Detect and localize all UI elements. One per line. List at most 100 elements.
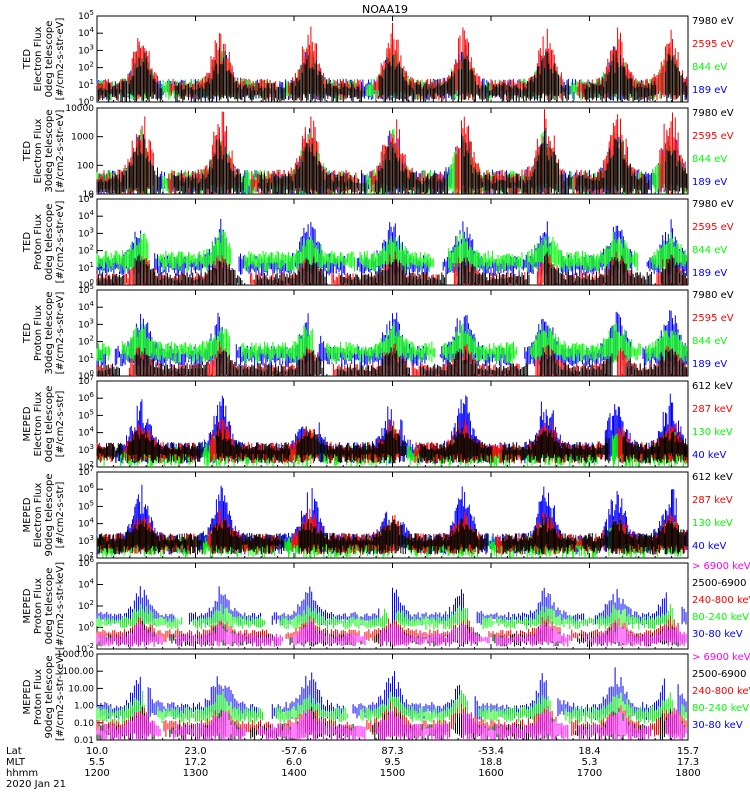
legend-entry: 189 eV <box>692 268 727 279</box>
series-trace <box>96 127 688 194</box>
footer-mlt: 5.5 <box>89 757 105 768</box>
y-axis-label: MEPED <box>22 406 33 441</box>
y-tick-label: 104 <box>78 300 94 313</box>
legend-entry: 844 eV <box>692 154 727 165</box>
y-tick-label: 104 <box>78 209 94 222</box>
y-tick-label: 0.01 <box>74 736 94 746</box>
legend-entry: 844 eV <box>692 62 727 73</box>
y-tick-label: 103 <box>78 43 94 56</box>
footer-hhmm: 1800 <box>675 768 700 779</box>
y-axis-label: MEPED <box>22 588 33 623</box>
y-tick-label: 101 <box>78 78 94 91</box>
y-tick-label: 103 <box>78 317 94 330</box>
legend-entry: 240-800 keV <box>692 595 750 606</box>
y-tick-label: 101 <box>78 261 94 274</box>
y-axis-label: [#/cm2-s-str-keV] <box>55 653 66 741</box>
y-tick-label: 1000.00 <box>57 650 94 660</box>
panels: 100 101 102 103 104 105 TED Electron Flux 0deg t… <box>22 9 750 746</box>
legend-entry: 80-240 keV <box>692 612 749 623</box>
y-tick-label: 1000 <box>71 133 94 143</box>
y-tick-label: 100 <box>77 161 94 171</box>
footer-mlt: 5.3 <box>582 757 598 768</box>
y-tick-label: 102 <box>78 61 94 74</box>
y-tick-label: 106 <box>78 482 94 495</box>
y-axis-label: Electron Flux <box>33 482 44 547</box>
y-axis-label: 90deg telescope <box>44 473 55 556</box>
legend-entry: 287 keV <box>692 495 733 506</box>
y-tick-label: 106 <box>78 391 94 404</box>
series-trace <box>96 707 687 740</box>
y-tick-label: 10.00 <box>68 684 94 694</box>
y-axis-label: TED <box>22 232 33 253</box>
legend-entry: 130 keV <box>692 518 733 529</box>
legend-entry: 2500-6900 <box>692 669 747 680</box>
date-label: 2020 Jan 21 <box>6 779 66 790</box>
legend-entry: 80-240 keV <box>692 703 749 714</box>
y-axis-label: [#/cm2-s-str] <box>55 481 66 548</box>
legend-entry: 30-80 keV <box>692 629 743 640</box>
legend-entry: 130 keV <box>692 427 733 438</box>
y-axis-label: Proton Flux <box>33 578 44 634</box>
footer-mlt: 18.8 <box>480 757 502 768</box>
footer-mlt: 9.5 <box>385 757 401 768</box>
footer-hhmm: 1200 <box>84 768 109 779</box>
y-axis-label: MEPED <box>22 497 33 532</box>
y-axis-label: [#/cm2-s-str] <box>55 390 66 457</box>
series-trace <box>96 251 688 285</box>
y-tick-label: 100 <box>78 621 94 634</box>
legend-entry: 189 eV <box>692 177 727 188</box>
y-tick-label: 105 <box>78 9 94 22</box>
footer-mlt: 17.3 <box>677 757 699 768</box>
y-axis-label: MEPED <box>22 679 33 714</box>
y-tick-label: 105 <box>78 408 94 421</box>
y-tick-label: 10000 <box>65 104 94 114</box>
y-axis-label: [#/cm2-s-str-eV] <box>55 110 66 193</box>
y-axis-label: Electron Flux <box>33 118 44 183</box>
legend-entry: 2595 eV <box>692 39 734 50</box>
footer-hhmm: 1500 <box>380 768 405 779</box>
y-axis-label: 90deg telescope <box>44 655 55 738</box>
footer-row-label-hhmm: hhmm <box>6 768 38 779</box>
y-tick-label: 104 <box>78 26 94 39</box>
y-tick-label: 103 <box>78 443 94 456</box>
footer-hhmm: 1600 <box>478 768 503 779</box>
y-axis-label: [#/cm2-s-str-eV] <box>55 18 66 101</box>
y-tick-label: 102 <box>78 599 94 612</box>
footer-lat: 23.0 <box>184 746 206 757</box>
y-axis-label: 0deg telescope <box>44 204 55 281</box>
footer-lat: 18.4 <box>578 746 600 757</box>
legend-entry: 189 eV <box>692 359 727 370</box>
y-axis-label: 0deg telescope <box>44 386 55 463</box>
legend-entry: 612 keV <box>692 381 733 392</box>
y-tick-label: 103 <box>78 226 94 239</box>
legend-entry: 612 keV <box>692 472 733 483</box>
legend-entry: 7980 eV <box>692 108 734 119</box>
y-tick-label: 101 <box>78 352 94 365</box>
y-axis-label: [#/cm2-s-str-eV] <box>55 201 66 284</box>
legend-entry: 2500-6900 <box>692 578 747 589</box>
legend-entry: 40 keV <box>692 450 726 461</box>
series-trace <box>96 517 688 555</box>
footer-lat: 15.7 <box>677 746 699 757</box>
y-tick-label: 104 <box>78 426 94 439</box>
footer-row-label-mlt: MLT <box>6 757 26 768</box>
legend-entry: 189 eV <box>692 85 727 96</box>
legend-entry: 2595 eV <box>692 131 734 142</box>
footer-mlt: 6.0 <box>286 757 302 768</box>
footer-lat: 87.3 <box>381 746 403 757</box>
legend-entry: 287 keV <box>692 404 733 415</box>
series-trace <box>96 47 688 102</box>
panel-ted-electron-30deg: 10 100 1000 10000 TED Electron Flux 30deg tele… <box>22 104 734 200</box>
series-trace <box>96 229 688 273</box>
y-tick-label: 105 <box>78 499 94 512</box>
y-axis-label: Electron Flux <box>33 26 44 91</box>
legend-entry: > 6900 keV <box>692 652 750 663</box>
y-tick-label: 10 <box>83 190 95 200</box>
